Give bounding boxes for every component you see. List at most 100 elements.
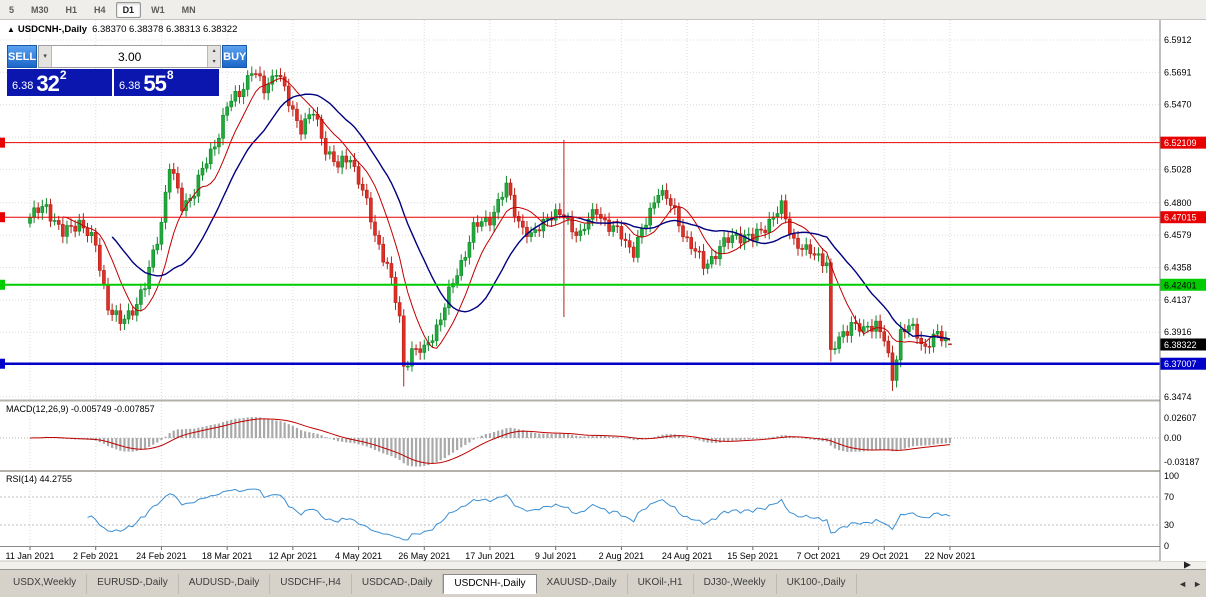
panel-divider[interactable] [0, 399, 1206, 402]
buy-price-prefix: 6.38 [119, 80, 141, 92]
svg-text:6.37007: 6.37007 [1164, 359, 1197, 369]
timeframe-d1[interactable]: D1 [115, 1, 142, 18]
timeframe-h4[interactable]: H4 [94, 4, 106, 15]
svg-text:26 May 2021: 26 May 2021 [398, 551, 450, 561]
svg-text:6.4358: 6.4358 [1164, 263, 1192, 273]
sell-price-point: 2 [59, 68, 67, 82]
svg-text:0.00: 0.00 [1164, 433, 1182, 443]
svg-text:6.3916: 6.3916 [1164, 327, 1192, 337]
tab-uk100-daily[interactable]: UK100-,Daily [777, 573, 857, 594]
buy-price-display[interactable]: 6.38 55 8 [114, 69, 219, 96]
svg-text:15 Sep 2021: 15 Sep 2021 [727, 551, 778, 561]
trade-controls-row: SELL ▾ ▴ ▾ BUY [7, 45, 248, 68]
chart-tabs: USDX,Weekly EURUSD-,Daily AUDUSD-,Daily USD… [3, 573, 857, 594]
ma-fast-line [62, 77, 951, 349]
svg-text:6.42401: 6.42401 [1164, 280, 1197, 290]
buy-price-pips: 55 [143, 71, 167, 96]
svg-text:0: 0 [1164, 541, 1169, 551]
panel-divider[interactable] [0, 470, 1206, 472]
svg-text:6.5691: 6.5691 [1164, 67, 1192, 77]
svg-text:6.38322: 6.38322 [1164, 340, 1197, 350]
svg-text:6.5470: 6.5470 [1164, 100, 1192, 110]
svg-text:6.5912: 6.5912 [1164, 35, 1192, 45]
svg-text:6.52109: 6.52109 [1164, 138, 1197, 148]
price-tag: 6.38322 [1160, 338, 1206, 351]
macd-indicator [0, 417, 1160, 467]
price-tag: 6.47015 [1160, 211, 1206, 224]
svg-text:24 Aug 2021: 24 Aug 2021 [662, 551, 713, 561]
rsi-axis: 100 70 30 0 [1164, 471, 1179, 551]
svg-text:6.4579: 6.4579 [1164, 230, 1192, 240]
svg-text:2 Aug 2021: 2 Aug 2021 [599, 551, 645, 561]
tab-usdx-weekly[interactable]: USDX,Weekly [3, 573, 88, 594]
one-click-trading-panel: SELL ▾ ▴ ▾ BUY 6.38 32 2 6.38 55 8 [7, 45, 248, 96]
oneclick-collapse-icon[interactable]: ▲ [7, 25, 15, 34]
svg-text:9 Jul 2021: 9 Jul 2021 [535, 551, 577, 561]
tab-eurusd-daily[interactable]: EURUSD-,Daily [87, 573, 179, 594]
tab-usdcad-daily[interactable]: USDCAD-,Daily [352, 573, 444, 594]
svg-text:7 Oct 2021: 7 Oct 2021 [797, 551, 841, 561]
time-axis: 11 Jan 2021 2 Feb 2021 24 Feb 2021 18 Mar 2… [6, 547, 975, 561]
timeframe-toolbar: 5 M30 H1 H4 D1 W1 MN [0, 0, 1206, 20]
chart-symbol-label: USDCNH-,Daily [17, 24, 88, 35]
volume-input[interactable] [52, 46, 208, 67]
rsi-line [87, 488, 951, 541]
rsi-indicator-label: RSI(14) 44.2755 [6, 474, 73, 484]
svg-text:6.4800: 6.4800 [1164, 198, 1192, 208]
buy-price-point: 8 [166, 68, 174, 82]
svg-text:0.02607: 0.02607 [1164, 413, 1197, 423]
tab-scroll-arrows: ◄ ► [1178, 579, 1202, 589]
sell-button[interactable]: SELL [7, 45, 38, 68]
tab-usdchf-h4[interactable]: USDCHF-,H4 [270, 573, 352, 594]
chart-title: ▲ USDCNH-,Daily 6.38370 6.38378 6.38313 6.… [7, 24, 237, 35]
svg-text:100: 100 [1164, 471, 1179, 481]
macd-signal-line [29, 418, 951, 464]
tab-usdcnh-daily[interactable]: USDCNH-,Daily [443, 573, 537, 594]
buy-button[interactable]: BUY [222, 45, 248, 68]
svg-text:6.3474: 6.3474 [1164, 392, 1192, 402]
chart-ohlc-values: 6.38370 6.38378 6.38313 6.38322 [92, 24, 238, 35]
svg-text:18 Mar 2021: 18 Mar 2021 [202, 551, 253, 561]
rsi-indicator [0, 488, 1160, 541]
price-axis: 6.5912 6.5691 6.5470 6.5028 6.4800 6.4579 6.43… [1160, 35, 1206, 402]
volume-dropdown-icon[interactable]: ▾ [39, 46, 53, 67]
tab-xauusd-daily[interactable]: XAUUSD-,Daily [537, 573, 628, 594]
volume-down-icon[interactable]: ▾ [208, 56, 221, 67]
svg-text:6.4137: 6.4137 [1164, 295, 1192, 305]
svg-text:17 Jun 2021: 17 Jun 2021 [465, 551, 515, 561]
trade-prices-row: 6.38 32 2 6.38 55 8 [7, 69, 219, 96]
ma-slow-line [111, 93, 951, 340]
timeframe-5[interactable]: 5 [9, 4, 15, 15]
timeframe-m30[interactable]: M30 [31, 4, 49, 15]
svg-text:-0.03187: -0.03187 [1164, 457, 1200, 467]
svg-text:2 Feb 2021: 2 Feb 2021 [73, 551, 119, 561]
chart-scroll-strip[interactable] [0, 561, 1206, 569]
svg-text:24 Feb 2021: 24 Feb 2021 [136, 551, 187, 561]
price-tag: 6.52109 [1160, 136, 1206, 149]
chart-tabs-bar: USDX,Weekly EURUSD-,Daily AUDUSD-,Daily USD… [0, 569, 1206, 597]
horizontal-level-lines[interactable] [0, 137, 1160, 369]
svg-text:12 Apr 2021: 12 Apr 2021 [269, 551, 318, 561]
svg-text:22 Nov 2021: 22 Nov 2021 [924, 551, 975, 561]
macd-axis: 0.02607 0.00 -0.03187 [1164, 413, 1200, 467]
sell-price-display[interactable]: 6.38 32 2 [7, 69, 112, 96]
volume-control: ▾ ▴ ▾ [38, 45, 222, 68]
timeframe-w1[interactable]: W1 [151, 4, 165, 15]
macd-indicator-label: MACD(12,26,9) -0.005749 -0.007857 [6, 404, 155, 414]
chart-grid [0, 20, 1160, 546]
volume-up-icon[interactable]: ▴ [208, 46, 221, 57]
timeframe-h1[interactable]: H1 [65, 4, 78, 15]
tabs-scroll-right-icon[interactable]: ► [1193, 578, 1202, 589]
tabs-scroll-left-icon[interactable]: ◄ [1178, 578, 1188, 589]
timeframe-mn[interactable]: MN [181, 4, 196, 15]
sell-price-pips: 32 [36, 71, 60, 96]
tab-dj30-weekly[interactable]: DJ30-,Weekly [694, 573, 777, 594]
scroll-to-end-icon[interactable] [1184, 561, 1191, 569]
sell-price-prefix: 6.38 [12, 80, 34, 92]
tab-ukoil-h1[interactable]: UKOil-,H1 [628, 573, 694, 594]
svg-text:11 Jan 2021: 11 Jan 2021 [6, 551, 55, 561]
candlesticks [28, 66, 952, 391]
price-tag: 6.37007 [1160, 357, 1206, 370]
tab-audusd-daily[interactable]: AUDUSD-,Daily [179, 573, 271, 594]
